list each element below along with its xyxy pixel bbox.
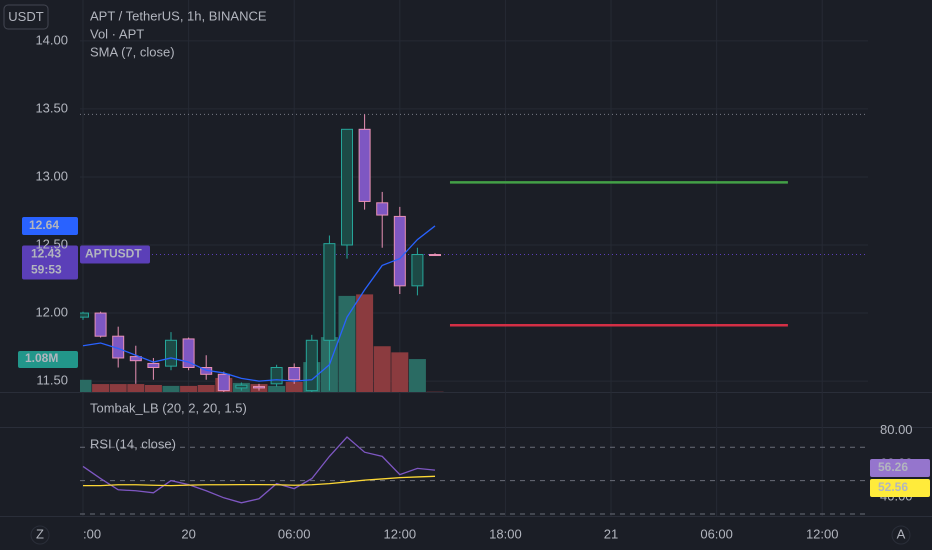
price-label: 12.43 xyxy=(31,247,61,261)
candle-body xyxy=(288,367,301,381)
rsi-pane xyxy=(80,436,868,515)
y-tick-label: 11.50 xyxy=(36,373,68,388)
x-tick-label: 18:00 xyxy=(489,526,522,541)
volume-label: 1.08M xyxy=(25,351,58,365)
candle-body xyxy=(129,356,142,362)
rsi-badge xyxy=(870,459,930,477)
candle-body xyxy=(182,338,195,368)
auto-button[interactable]: A xyxy=(897,526,906,541)
candle-body xyxy=(376,202,389,216)
volume-bar xyxy=(285,381,303,392)
legend-entry: Vol · APT xyxy=(90,26,144,41)
sma-line xyxy=(82,225,436,382)
zoom-button[interactable]: Z xyxy=(36,526,44,541)
legend-entry: SMA (7, close) xyxy=(90,44,175,59)
countdown: 59:53 xyxy=(31,263,62,277)
x-tick-label: 12:00 xyxy=(806,526,839,541)
candle-body xyxy=(323,243,336,341)
icon[interactable] xyxy=(891,525,911,545)
candle-body xyxy=(429,254,442,257)
x-tick-label: :00 xyxy=(83,526,101,541)
overlay: 12.64 12.43 59:53 APTUSDT 1.08M xyxy=(18,216,150,369)
candle-body xyxy=(270,367,283,385)
volume-bar xyxy=(356,294,374,392)
y-tick-label: 13.50 xyxy=(35,100,68,115)
volume-bar xyxy=(338,295,356,392)
indicator-title: RSI (14, close) xyxy=(90,436,176,451)
volume-bar xyxy=(162,385,180,392)
volume-bar xyxy=(92,384,110,392)
y2-tick-label: 80.00 xyxy=(880,422,913,437)
x-tick-label: 06:00 xyxy=(700,526,733,541)
indicator-title: Tombak_LB (20, 2, 20, 1.5) xyxy=(90,400,247,415)
candle-body xyxy=(253,386,266,389)
volume-bar xyxy=(180,385,198,392)
x-tick-label: 21 xyxy=(604,526,618,541)
symbol-label: APTUSDT xyxy=(85,247,142,261)
x-tick-label: 20 xyxy=(181,526,195,541)
rsi-line xyxy=(82,475,436,487)
volume-bar xyxy=(144,384,162,392)
volume-bar xyxy=(109,384,127,392)
price-pane xyxy=(80,113,868,392)
candle-body xyxy=(235,384,248,389)
candle-body xyxy=(393,215,406,287)
candle-body xyxy=(411,254,424,287)
rsi-line xyxy=(82,436,436,504)
volume-bar xyxy=(408,359,426,392)
chart-title: APT / TetherUS, 1h, BINANCE xyxy=(90,8,267,23)
grid xyxy=(80,0,868,516)
candle-body xyxy=(164,339,177,367)
rsi-value-label: 56.26 xyxy=(878,460,908,474)
candle-body xyxy=(358,128,371,202)
y-tick-label: 12.50 xyxy=(35,236,68,251)
currency-button[interactable] xyxy=(3,4,49,30)
candle-body xyxy=(341,128,354,246)
rsi-badge xyxy=(870,479,930,497)
volume-bar xyxy=(268,385,286,392)
volume-bar xyxy=(391,352,409,392)
candle-body xyxy=(94,312,107,337)
volume-bar xyxy=(197,384,215,392)
volume-bar xyxy=(80,379,92,392)
x-tick-label: 06:00 xyxy=(278,526,311,541)
x-tick-label: 12:00 xyxy=(384,526,417,541)
sma-badge xyxy=(22,216,78,235)
rsi-value-label: 52.56 xyxy=(878,480,908,494)
y-tick-label: 13.00 xyxy=(35,168,68,183)
volume-badge xyxy=(18,351,78,369)
y-tick-label: 12.00 xyxy=(35,304,68,319)
symbol-badge xyxy=(80,245,150,264)
sma-value-label: 12.64 xyxy=(29,218,59,232)
volume-bar xyxy=(373,346,391,392)
icon[interactable] xyxy=(30,525,50,545)
volume-bar xyxy=(127,384,145,392)
candle-body xyxy=(217,373,230,392)
candle-body xyxy=(80,312,89,318)
candle-body xyxy=(305,339,318,392)
currency[interactable]: USDT xyxy=(8,9,43,24)
y-tick-label: 14.00 xyxy=(35,32,68,47)
price-badge xyxy=(22,245,78,280)
candle-body xyxy=(147,362,160,368)
